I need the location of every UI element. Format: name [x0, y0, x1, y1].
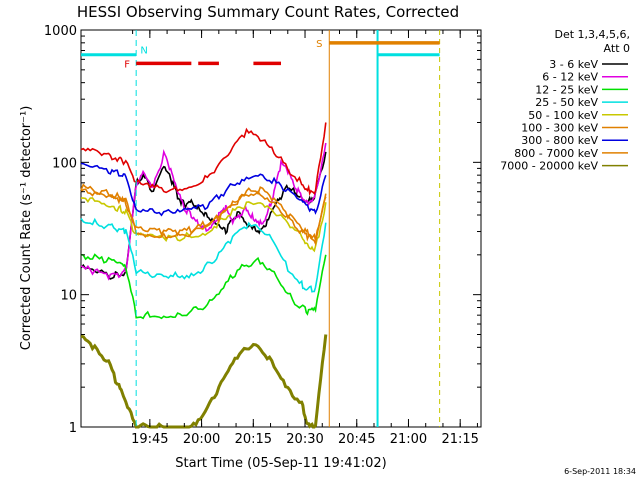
plot-frame: [80, 29, 482, 428]
series-layer: [80, 122, 328, 429]
flag-layer: FN S: [81, 30, 441, 427]
legend-label: 300 - 800 keV: [521, 134, 598, 147]
series-line: [80, 122, 327, 197]
y-tick-label: 1000: [44, 24, 77, 39]
legend-label: 3 - 6 keV: [549, 58, 598, 71]
series-line: [80, 188, 327, 247]
x-tick-label: 20:00: [183, 432, 220, 447]
legend-label: 800 - 7000 keV: [514, 147, 598, 160]
series-line: [80, 334, 328, 429]
legend-label: 12 - 25 keV: [535, 83, 598, 96]
y-tick-label: 1: [69, 421, 77, 436]
legend-label: 25 - 50 keV: [535, 96, 598, 109]
y-tick-label: 100: [52, 156, 77, 171]
legend-title-line1: Det 1,3,4,5,6,: [554, 28, 630, 41]
x-tick-label: 21:00: [390, 432, 427, 447]
x-tick-label: 20:15: [235, 432, 272, 447]
legend-title-line2: Att 0: [604, 42, 630, 55]
tick-layer: 19:45 20:00 20:15 20:30 20:45 21:00 21:15 1 10 10…: [44, 24, 481, 447]
series-line: [80, 253, 327, 320]
legend-label: 7000 - 20000 keV: [500, 160, 598, 173]
x-tick-label: 20:45: [338, 432, 375, 447]
legend-label: 6 - 12 keV: [542, 71, 598, 84]
series-line: [80, 142, 327, 281]
flag-label-n: N: [140, 45, 147, 56]
series-line: [81, 197, 327, 253]
x-axis-label: Start Time (05-Sep-11 19:41:02): [175, 456, 386, 471]
x-tick-label: 20:30: [286, 432, 323, 447]
series-line: [80, 162, 327, 217]
series-line: [80, 217, 327, 293]
flag-label-s: S: [316, 39, 322, 50]
flag-label-f: F: [124, 59, 130, 70]
chart-title: HESSI Observing Summary Count Rates, Cor…: [77, 3, 459, 21]
plot-area: 19:45 20:00 20:15 20:30 20:45 21:00 21:15 1 10 10…: [44, 24, 482, 447]
legend-label: 100 - 300 keV: [521, 122, 598, 135]
footer-date: 6-Sep-2011 18:34: [564, 467, 636, 476]
y-axis-label: Corrected Count Rate (s⁻¹ detector⁻¹): [19, 106, 34, 351]
x-tick-label: 19:45: [131, 432, 168, 447]
legend-label: 50 - 100 keV: [528, 109, 598, 122]
series-line: [80, 151, 327, 280]
y-tick-label: 10: [60, 289, 77, 304]
x-tick-label: 21:15: [441, 432, 478, 447]
